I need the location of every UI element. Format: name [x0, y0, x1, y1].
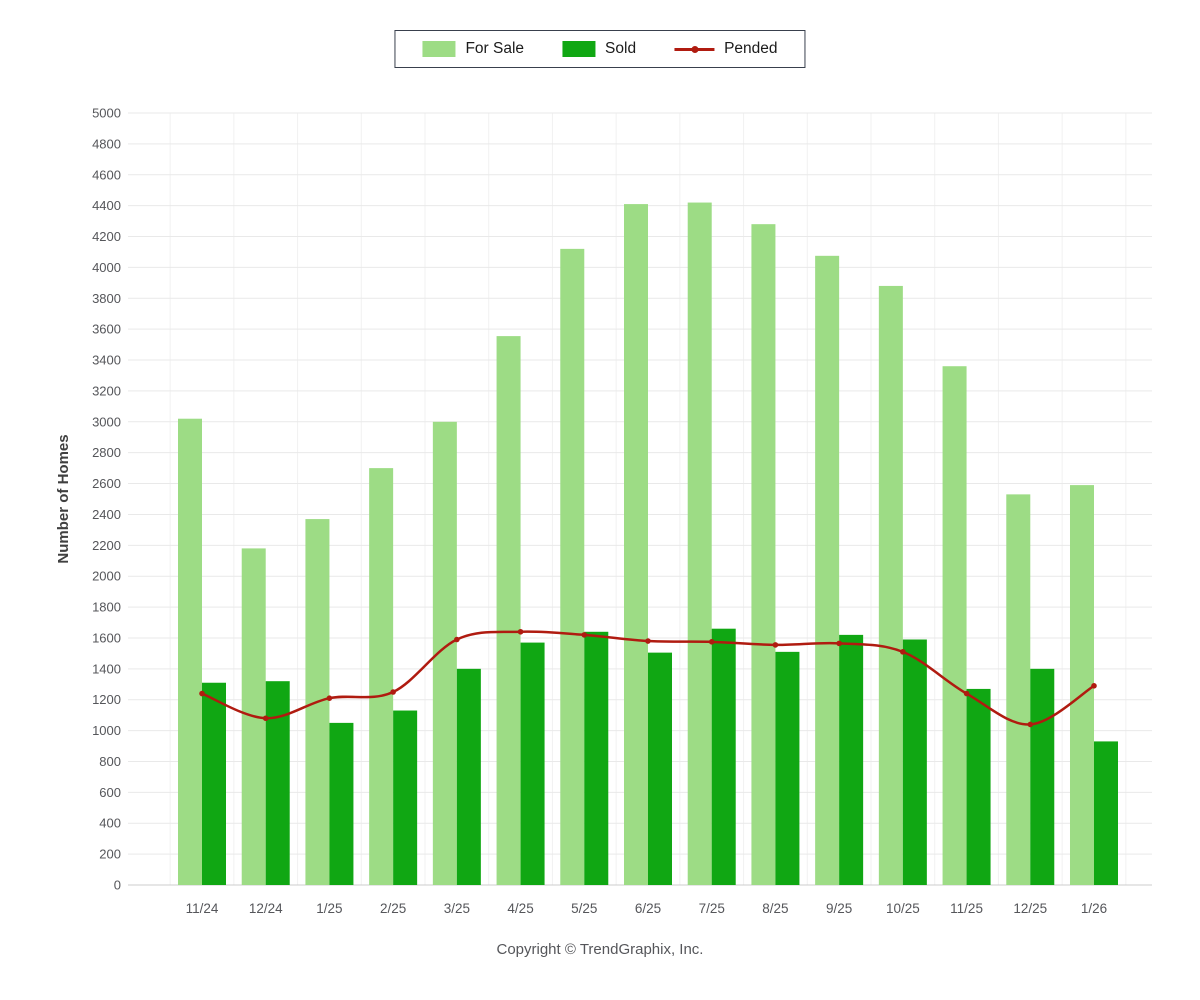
legend-label-for-sale: For Sale	[465, 40, 525, 57]
sold-swatch-icon	[562, 41, 596, 57]
legend-label-sold: Sold	[605, 40, 637, 57]
pended-point-marker[interactable]	[708, 639, 715, 645]
x-tick-label: 8/25	[762, 901, 788, 916]
bar-sold[interactable]	[456, 668, 481, 885]
bar-sold[interactable]	[584, 631, 609, 885]
for-sale-swatch-icon	[422, 41, 456, 57]
pended-point-marker[interactable]	[836, 640, 842, 647]
bar-for-sale[interactable]	[178, 418, 202, 885]
y-tick-label: 1200	[92, 692, 121, 707]
y-tick-label: 1000	[92, 723, 121, 738]
y-tick-label: 5000	[92, 106, 121, 121]
y-tick-label: 800	[99, 754, 121, 769]
x-tick-label: 2/25	[380, 901, 406, 916]
y-tick-label: 4600	[92, 167, 121, 182]
pended-point-marker[interactable]	[517, 628, 524, 635]
y-tick-label: 4000	[92, 260, 121, 275]
bar-for-sale[interactable]	[1069, 485, 1094, 885]
bar-for-sale[interactable]	[623, 204, 648, 885]
x-tick-label: 4/25	[507, 901, 533, 916]
bar-sold[interactable]	[1093, 741, 1118, 885]
x-tick-label: 11/25	[950, 901, 983, 916]
y-tick-label: 2000	[92, 569, 121, 584]
bar-sold[interactable]	[647, 652, 672, 885]
x-tick-label: 11/24	[186, 901, 219, 916]
y-tick-label: 3200	[92, 383, 121, 398]
y-tick-label: 2200	[92, 538, 121, 553]
x-tick-label: 3/25	[444, 901, 470, 916]
bar-sold[interactable]	[202, 682, 226, 885]
x-tick-label: 12/24	[249, 901, 283, 916]
y-tick-label: 400	[99, 816, 121, 831]
bar-for-sale[interactable]	[878, 285, 903, 886]
y-tick-label: 0	[114, 878, 121, 893]
copyright-text: Copyright © TrendGraphix, Inc.	[496, 941, 704, 958]
y-tick-label: 2400	[92, 507, 121, 522]
y-tick-label: 1400	[92, 661, 121, 676]
bar-sold[interactable]	[839, 634, 864, 885]
bar-for-sale[interactable]	[1006, 494, 1031, 885]
pended-line[interactable]	[200, 630, 1096, 726]
bar-sold[interactable]	[520, 642, 545, 885]
pended-point-marker[interactable]	[454, 636, 460, 643]
y-tick-label: 200	[99, 847, 121, 862]
pended-line-icon	[674, 41, 715, 57]
pended-point-marker[interactable]	[1027, 721, 1034, 728]
bar-for-sale[interactable]	[560, 248, 585, 885]
y-tick-label: 1600	[92, 630, 121, 645]
y-tick-label: 3000	[92, 414, 121, 429]
x-tick-label: 9/25	[826, 901, 852, 916]
x-tick-label: 5/25	[571, 901, 597, 916]
y-tick-label: 3800	[92, 291, 121, 306]
x-tick-label: 7/25	[699, 901, 725, 916]
pended-point-marker[interactable]	[326, 695, 333, 701]
bar-sold[interactable]	[966, 688, 991, 885]
bar-for-sale[interactable]	[751, 224, 776, 886]
y-tick-label: 3400	[92, 353, 121, 368]
bar-sold[interactable]	[775, 651, 800, 885]
bar-sold[interactable]	[265, 681, 290, 885]
bar-sold[interactable]	[1030, 668, 1055, 885]
y-axis-title: Number of Homes	[55, 434, 72, 563]
x-tick-label: 1/25	[316, 901, 342, 916]
y-tick-label: 4400	[92, 198, 121, 213]
x-tick-label: 12/25	[1013, 901, 1047, 916]
pended-point-marker[interactable]	[199, 690, 205, 697]
pended-point-marker[interactable]	[900, 649, 906, 655]
x-tick-label: 10/25	[886, 901, 920, 916]
pended-point-marker[interactable]	[1091, 683, 1097, 689]
pended-point-marker[interactable]	[390, 689, 396, 695]
bar-for-sale[interactable]	[815, 255, 840, 885]
y-tick-label: 2800	[92, 445, 121, 460]
y-tick-label: 4800	[92, 136, 121, 151]
x-tick-label: 6/25	[635, 901, 661, 916]
y-tick-label: 2600	[92, 476, 121, 491]
bar-for-sale[interactable]	[687, 202, 712, 885]
bar-sold[interactable]	[711, 628, 736, 885]
x-tick-label: 1/26	[1081, 901, 1107, 916]
y-tick-label: 1800	[92, 600, 121, 615]
legend-item-pended[interactable]: Pended	[674, 40, 778, 58]
bar-for-sale[interactable]	[369, 468, 394, 885]
bar-sold[interactable]	[902, 639, 927, 885]
y-tick-label: 3600	[92, 322, 121, 337]
y-tick-label: 600	[99, 785, 121, 800]
legend-item-for-sale[interactable]: For Sale	[422, 40, 524, 58]
bar-for-sale[interactable]	[496, 336, 521, 885]
pended-point-marker[interactable]	[581, 632, 588, 638]
bar-sold[interactable]	[329, 722, 354, 885]
bar-sold[interactable]	[393, 710, 418, 885]
bar-for-sale[interactable]	[942, 366, 967, 885]
chart-legend: For Sale Sold Pended	[394, 30, 806, 68]
y-tick-label: 4200	[92, 229, 121, 244]
pended-point-marker[interactable]	[645, 638, 651, 644]
pended-point-marker[interactable]	[963, 690, 970, 697]
legend-label-pended: Pended	[724, 40, 778, 57]
pended-point-marker[interactable]	[772, 642, 779, 648]
legend-item-sold[interactable]: Sold	[562, 40, 636, 58]
pended-point-marker[interactable]	[262, 715, 269, 722]
